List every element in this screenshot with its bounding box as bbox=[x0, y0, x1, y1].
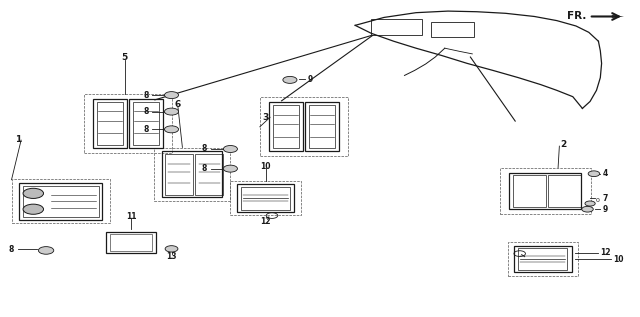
Bar bbox=[508, 242, 578, 276]
Polygon shape bbox=[611, 15, 624, 18]
Text: 0: 0 bbox=[595, 198, 599, 203]
Text: 3: 3 bbox=[262, 113, 269, 122]
Text: 7: 7 bbox=[603, 194, 608, 203]
Bar bbox=[129, 99, 163, 148]
Text: 5: 5 bbox=[122, 53, 128, 61]
Circle shape bbox=[283, 76, 297, 83]
Bar bbox=[500, 168, 591, 214]
Circle shape bbox=[165, 246, 178, 252]
Bar bbox=[305, 102, 339, 152]
Bar bbox=[431, 22, 474, 37]
Circle shape bbox=[23, 204, 44, 214]
Bar bbox=[133, 102, 159, 145]
Text: 1: 1 bbox=[15, 135, 21, 144]
Bar bbox=[165, 154, 193, 195]
Text: 8: 8 bbox=[9, 245, 14, 254]
Text: 8: 8 bbox=[143, 125, 148, 134]
Bar bbox=[514, 245, 572, 273]
Bar bbox=[548, 175, 581, 207]
Bar bbox=[241, 187, 290, 210]
Circle shape bbox=[223, 165, 237, 172]
Circle shape bbox=[38, 247, 54, 254]
Bar bbox=[269, 102, 303, 152]
Text: 13: 13 bbox=[166, 252, 177, 261]
Bar bbox=[93, 99, 127, 148]
Bar bbox=[154, 148, 230, 201]
Text: 9: 9 bbox=[603, 205, 608, 214]
Bar bbox=[371, 19, 422, 35]
Bar bbox=[106, 232, 156, 253]
Text: 12: 12 bbox=[260, 217, 271, 226]
Bar bbox=[309, 106, 335, 148]
Text: 8: 8 bbox=[202, 164, 207, 173]
Bar bbox=[84, 94, 172, 153]
Text: 6: 6 bbox=[175, 100, 181, 109]
Circle shape bbox=[164, 92, 179, 99]
Text: 10: 10 bbox=[613, 255, 623, 264]
Bar bbox=[513, 175, 546, 207]
Circle shape bbox=[164, 126, 179, 133]
Bar bbox=[12, 179, 110, 223]
Text: 4: 4 bbox=[603, 169, 608, 178]
Bar bbox=[110, 234, 152, 251]
Text: 8: 8 bbox=[143, 91, 148, 100]
Circle shape bbox=[588, 171, 600, 177]
Text: 12: 12 bbox=[600, 249, 611, 257]
Text: 2: 2 bbox=[560, 140, 566, 149]
Bar bbox=[161, 152, 223, 197]
Bar bbox=[518, 248, 567, 270]
Text: 8: 8 bbox=[202, 145, 207, 153]
Text: 11: 11 bbox=[126, 212, 136, 221]
Bar bbox=[509, 172, 581, 209]
Circle shape bbox=[164, 108, 179, 115]
Bar bbox=[23, 186, 99, 217]
Text: 8: 8 bbox=[143, 107, 148, 116]
Bar bbox=[19, 183, 102, 220]
Text: 10: 10 bbox=[260, 162, 271, 171]
Text: FR.: FR. bbox=[567, 11, 586, 22]
Circle shape bbox=[585, 201, 595, 206]
Bar bbox=[97, 102, 123, 145]
Bar bbox=[195, 154, 223, 195]
Circle shape bbox=[223, 146, 237, 152]
Bar bbox=[273, 106, 299, 148]
Bar bbox=[230, 181, 301, 215]
Circle shape bbox=[23, 188, 44, 198]
Circle shape bbox=[582, 206, 593, 212]
Bar bbox=[260, 98, 348, 156]
Text: 9: 9 bbox=[307, 75, 312, 84]
Bar bbox=[237, 184, 294, 212]
